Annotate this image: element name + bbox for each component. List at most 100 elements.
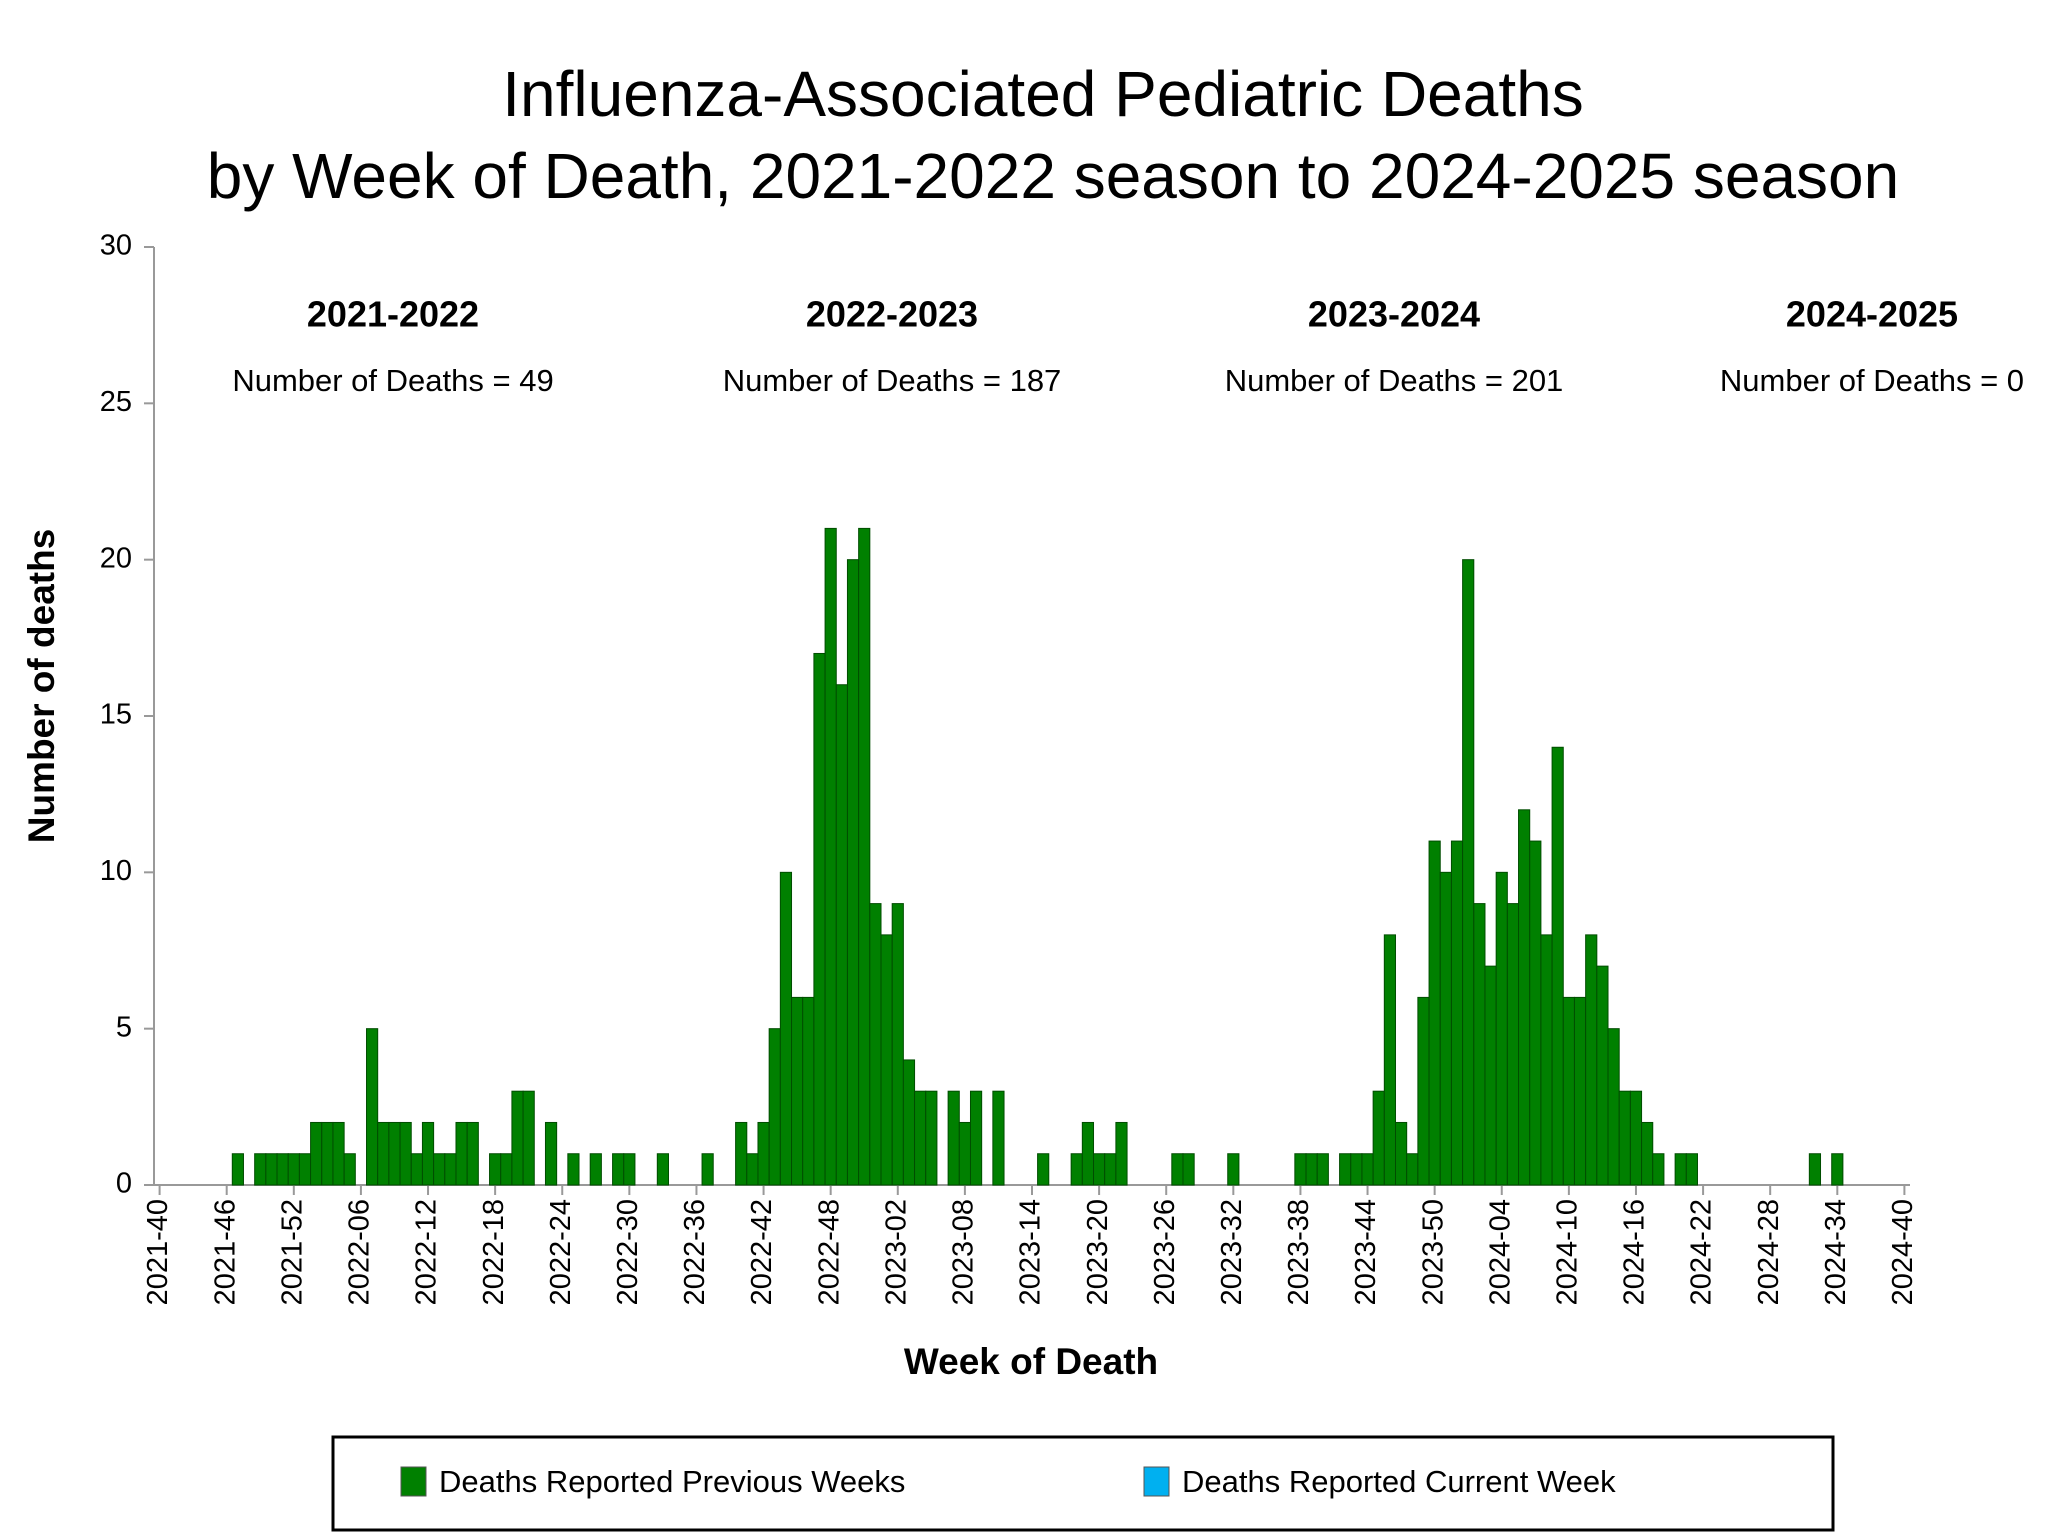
x-tick-label: 2022-18 <box>478 1199 510 1305</box>
bar <box>757 1121 770 1186</box>
bar <box>388 1121 401 1186</box>
bar <box>410 1153 423 1186</box>
bar <box>656 1153 669 1186</box>
bar <box>902 1059 916 1186</box>
chart-title: Influenza-Associated Pediatric Deaths <box>502 58 1583 130</box>
x-tick-label: 2024-16 <box>1619 1199 1651 1305</box>
bar <box>835 684 848 1186</box>
bar <box>287 1153 300 1186</box>
bar <box>500 1153 513 1186</box>
bar <box>1529 840 1542 1186</box>
x-tick-label: 2022-06 <box>344 1199 376 1305</box>
bar <box>1406 1153 1419 1186</box>
bar <box>958 1121 971 1186</box>
x-tick-label: 2023-02 <box>880 1199 912 1305</box>
bar <box>489 1153 502 1186</box>
bar <box>1607 1028 1620 1186</box>
season-total: Number of Deaths = 49 <box>232 363 553 398</box>
x-tick-label: 2022-36 <box>679 1199 711 1305</box>
legend-box <box>331 1435 1835 1532</box>
bar <box>947 1090 960 1186</box>
season-label: 2023-2024 <box>1308 294 1480 335</box>
bar <box>1227 1153 1240 1186</box>
bar <box>544 1121 558 1186</box>
bar <box>1562 996 1575 1186</box>
bar <box>1395 1121 1408 1186</box>
y-tick-label: 25 <box>100 386 132 418</box>
bar <box>701 1153 714 1186</box>
bar <box>567 1153 580 1186</box>
x-tick-label: 2022-24 <box>545 1199 577 1305</box>
bar <box>1037 1153 1050 1186</box>
legend-label: Deaths Reported Previous Weeks <box>439 1464 905 1499</box>
bar <box>399 1121 412 1186</box>
x-tick-label: 2024-34 <box>1820 1199 1852 1305</box>
bar <box>880 934 893 1186</box>
bar <box>1316 1153 1329 1186</box>
x-tick-label: 2023-08 <box>948 1199 980 1305</box>
bar <box>735 1121 748 1186</box>
x-tick-label: 2024-04 <box>1484 1199 1516 1305</box>
bar <box>612 1153 625 1186</box>
bar <box>1361 1153 1374 1186</box>
bar <box>813 652 826 1186</box>
bar <box>824 527 837 1186</box>
bar <box>623 1153 636 1186</box>
x-tick-label: 2021-40 <box>142 1199 174 1305</box>
bar <box>332 1121 345 1186</box>
y-tick-label: 20 <box>100 542 132 574</box>
bar <box>1383 934 1397 1186</box>
bar <box>768 1028 781 1186</box>
bar <box>1428 840 1441 1186</box>
bar <box>321 1121 334 1186</box>
bar <box>444 1153 457 1186</box>
x-tick-label: 2022-30 <box>612 1199 644 1305</box>
y-tick-label: 30 <box>100 230 132 262</box>
season-total: Number of Deaths = 201 <box>1225 363 1564 398</box>
bar <box>1294 1153 1307 1186</box>
bar <box>343 1153 356 1186</box>
x-axis-title: Week of Death <box>904 1341 1158 1382</box>
bar <box>1070 1153 1083 1186</box>
bar <box>1484 965 1497 1186</box>
x-tick-label: 2023-38 <box>1283 1199 1315 1305</box>
bar <box>1339 1153 1352 1186</box>
bar <box>1305 1153 1318 1186</box>
bar <box>522 1090 535 1186</box>
bar <box>1629 1090 1643 1186</box>
y-tick-label: 5 <box>116 1011 132 1043</box>
bar <box>1450 840 1464 1186</box>
bar <box>1439 871 1452 1186</box>
bar <box>231 1153 244 1186</box>
bar <box>1093 1153 1106 1186</box>
x-tick-label: 2024-28 <box>1753 1199 1785 1305</box>
bar <box>511 1090 524 1186</box>
bar <box>1473 903 1486 1186</box>
bar <box>1596 965 1609 1186</box>
legend-label: Deaths Reported Current Week <box>1182 1464 1616 1499</box>
legend-swatch <box>400 1466 427 1497</box>
season-total: Number of Deaths = 0 <box>1720 363 2024 398</box>
x-tick-label: 2023-26 <box>1149 1199 1181 1305</box>
bar <box>1573 996 1587 1186</box>
bar <box>858 527 871 1186</box>
x-tick-label: 2023-20 <box>1082 1199 1114 1305</box>
bar <box>466 1121 479 1186</box>
bar <box>1081 1121 1095 1186</box>
bar <box>1518 809 1531 1186</box>
bar <box>1182 1153 1195 1186</box>
season-label: 2021-2022 <box>307 294 479 335</box>
bar <box>1350 1153 1363 1186</box>
bar <box>1372 1090 1385 1186</box>
chart-title: by Week of Death, 2021-2022 season to 20… <box>207 140 1899 212</box>
bar <box>1685 1153 1698 1186</box>
bar <box>1540 934 1553 1186</box>
y-tick-label: 15 <box>100 699 132 731</box>
bar <box>421 1121 435 1186</box>
bar <box>1808 1153 1822 1186</box>
x-tick-label: 2022-12 <box>411 1199 443 1305</box>
bar <box>1618 1090 1631 1186</box>
bar <box>1831 1153 1844 1186</box>
